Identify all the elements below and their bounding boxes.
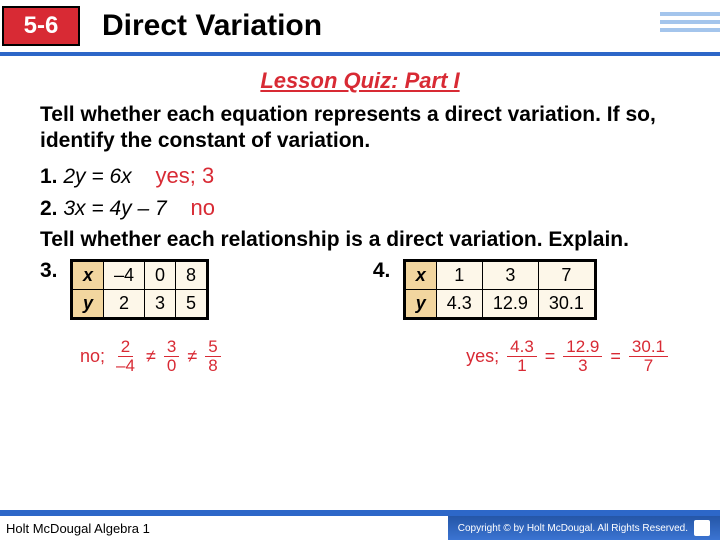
question-3: 3. x –4 0 8 y 2 3 5	[40, 259, 347, 320]
table-cell: 2	[103, 289, 144, 317]
q3-number: 3.	[40, 259, 58, 283]
slide-header: 5-6 Direct Variation	[0, 0, 720, 56]
prompt-1: Tell whether each equation represents a …	[40, 102, 680, 155]
q1-number: 1.	[40, 165, 58, 188]
q3-y-header: y	[72, 289, 103, 317]
question-4: 4. x 1 3 7 y 4.3 12.9 30.1	[373, 259, 680, 320]
quiz-title: Lesson Quiz: Part I	[40, 68, 680, 94]
prompt-2: Tell whether each relationship is a dire…	[40, 227, 680, 253]
table-cell: 5	[176, 289, 207, 317]
fraction: 2–4	[113, 338, 138, 375]
table-cell: 7	[538, 261, 594, 289]
publisher-logo-icon	[694, 520, 710, 536]
lesson-title: Direct Variation	[102, 9, 322, 43]
fraction: 30	[164, 338, 179, 375]
q4-y-header: y	[405, 289, 436, 317]
q2-number: 2.	[40, 197, 58, 220]
q3-answer-label: no;	[80, 346, 105, 367]
q2-answer: no	[191, 195, 215, 220]
answers-row: no; 2–4 ≠ 30 ≠ 58 yes; 4.31 = 12.93 = 30…	[40, 338, 680, 375]
q3-table: x –4 0 8 y 2 3 5	[70, 259, 209, 320]
table-cell: 30.1	[538, 289, 594, 317]
slide-footer: Holt McDougal Algebra 1 Copyright © by H…	[0, 514, 720, 540]
not-equal-op: ≠	[187, 346, 197, 367]
question-2: 2. 3x = 4y – 7 no	[40, 195, 680, 221]
footer-left-text: Holt McDougal Algebra 1	[0, 521, 448, 536]
lesson-number-badge: 5-6	[2, 6, 80, 46]
footer-right: Copyright © by Holt McDougal. All Rights…	[448, 516, 720, 540]
table-cell: 12.9	[482, 289, 538, 317]
fraction: 30.17	[629, 338, 668, 375]
tables-row: 3. x –4 0 8 y 2 3 5 4. x	[40, 259, 680, 320]
slide-content: Lesson Quiz: Part I Tell whether each eq…	[0, 56, 720, 374]
fraction: 4.31	[507, 338, 537, 375]
q4-table: x 1 3 7 y 4.3 12.9 30.1	[403, 259, 597, 320]
table-cell: 0	[145, 261, 176, 289]
fraction: 12.93	[563, 338, 602, 375]
table-cell: 3	[145, 289, 176, 317]
header-decoration	[660, 12, 720, 36]
table-cell: 1	[436, 261, 482, 289]
table-cell: 8	[176, 261, 207, 289]
table-cell: 3	[482, 261, 538, 289]
equal-op: =	[545, 346, 556, 367]
footer-copyright: Copyright © by Holt McDougal. All Rights…	[458, 523, 688, 534]
q3-x-header: x	[72, 261, 103, 289]
q4-number: 4.	[373, 259, 391, 283]
q2-equation: 3x = 4y – 7	[63, 197, 166, 220]
q4-answer-label: yes;	[466, 346, 499, 367]
q4-x-header: x	[405, 261, 436, 289]
q3-answer: no; 2–4 ≠ 30 ≠ 58	[80, 338, 223, 375]
q4-answer: yes; 4.31 = 12.93 = 30.17	[466, 338, 670, 375]
equal-op: =	[610, 346, 621, 367]
question-1: 1. 2y = 6x yes; 3	[40, 163, 680, 189]
not-equal-op: ≠	[146, 346, 156, 367]
q1-equation: 2y = 6x	[63, 165, 131, 188]
q1-answer: yes; 3	[156, 163, 215, 188]
fraction: 58	[205, 338, 220, 375]
table-cell: 4.3	[436, 289, 482, 317]
table-cell: –4	[103, 261, 144, 289]
